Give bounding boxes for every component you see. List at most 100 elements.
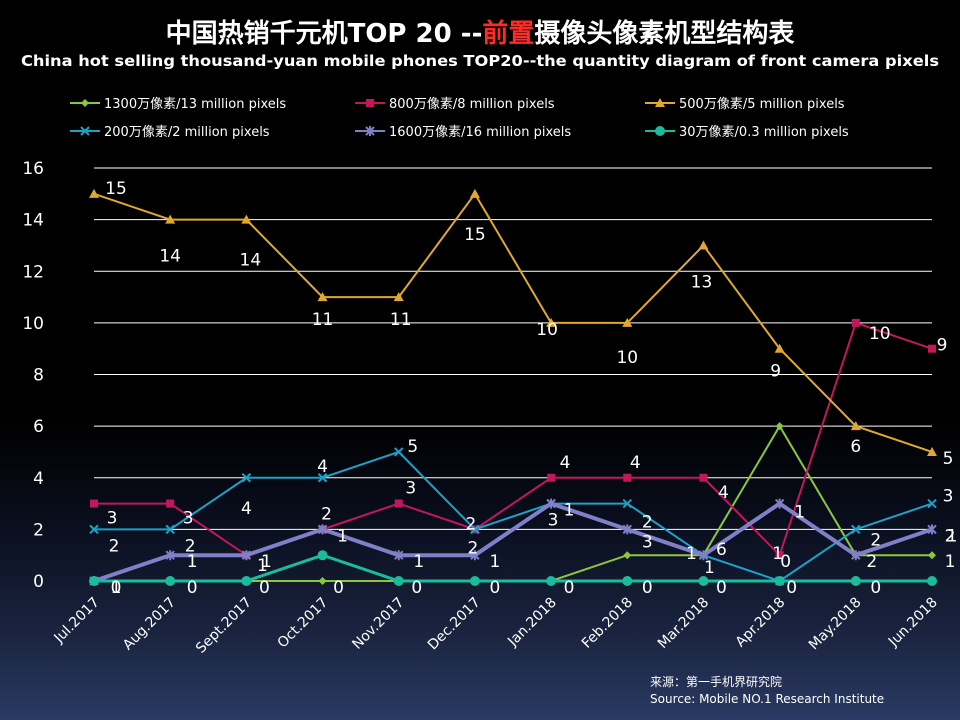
point-marker <box>241 214 252 224</box>
data-label: 6 <box>716 540 727 560</box>
point-marker <box>81 99 89 107</box>
data-label: 4 <box>241 499 252 519</box>
legend-label: 1300万像素/13 million pixels <box>104 97 286 112</box>
legend-label: 800万像素/8 million pixels <box>389 97 555 112</box>
point-marker <box>366 99 374 107</box>
point-marker <box>775 551 784 560</box>
point-marker <box>166 499 175 508</box>
legend-label: 30万像素/0.3 million pixels <box>679 125 849 140</box>
y-tick-label: 10 <box>22 314 44 334</box>
legend-item: 1300万像素/13 million pixels <box>70 97 286 112</box>
data-label: 1 <box>686 544 697 564</box>
point-marker <box>241 576 252 586</box>
data-label: 0 <box>642 578 653 598</box>
point-marker <box>393 576 404 586</box>
x-tick-label: Jan.2018 <box>504 595 560 651</box>
point-marker <box>622 498 632 509</box>
data-label: 13 <box>691 272 713 292</box>
point-marker <box>165 214 176 224</box>
point-marker <box>241 550 252 561</box>
data-label: 1 <box>947 526 958 546</box>
point-marker <box>546 317 557 327</box>
data-label: 2 <box>465 514 476 534</box>
point-marker <box>394 550 404 561</box>
data-label: 9 <box>937 336 948 356</box>
data-label: 1 <box>413 552 424 572</box>
point-marker <box>365 126 375 136</box>
title-zh-prefix: 中国热销千元机TOP 20 -- <box>166 19 483 49</box>
point-marker <box>623 551 632 560</box>
point-marker <box>851 524 861 535</box>
point-marker <box>394 447 404 457</box>
point-marker <box>622 576 633 586</box>
data-label: 2 <box>870 530 881 550</box>
data-label: 0 <box>259 578 270 598</box>
data-label: 0 <box>716 578 727 598</box>
legend-item: 800万像素/8 million pixels <box>355 97 555 112</box>
point-marker <box>850 421 861 431</box>
point-marker <box>698 240 709 250</box>
data-label: 1 <box>187 552 198 572</box>
data-label: 0 <box>489 578 500 598</box>
point-marker <box>699 473 708 482</box>
point-marker <box>927 576 937 586</box>
series-line <box>94 321 933 558</box>
point-marker <box>165 524 175 535</box>
point-marker <box>928 344 936 353</box>
series-2 <box>89 188 937 456</box>
source-en: Source: Mobile NO.1 Research Institute <box>650 692 884 706</box>
series-line <box>94 450 933 583</box>
data-label: 0 <box>411 578 422 598</box>
data-label: 10 <box>616 348 638 368</box>
data-label: 0 <box>786 578 797 598</box>
series-5 <box>89 550 937 586</box>
chart-title-en: China hot selling thousand-yuan mobile p… <box>21 52 939 70</box>
point-marker <box>623 473 632 482</box>
point-marker <box>547 473 556 482</box>
data-label: 1 <box>257 556 268 576</box>
data-label: 2 <box>467 538 478 558</box>
y-axis: 0 2 4 6 8 10 12 14 16 <box>22 159 44 592</box>
point-marker <box>928 551 936 560</box>
data-label: 15 <box>105 179 127 199</box>
point-marker <box>546 498 556 509</box>
data-label: 1 <box>945 552 956 572</box>
x-tick-label: Dec.2017 <box>425 595 484 654</box>
data-label: 11 <box>312 310 334 330</box>
legend-label: 1600万像素/16 million pixels <box>389 125 571 140</box>
data-label: 1 <box>704 558 715 578</box>
point-marker <box>165 550 175 561</box>
data-label: 10 <box>536 320 558 340</box>
point-marker <box>318 577 327 585</box>
point-marker <box>317 550 328 561</box>
point-marker <box>165 576 176 586</box>
x-tick-label: Aug.2017 <box>120 595 179 654</box>
data-label: 0 <box>111 578 122 598</box>
data-label: 4 <box>718 483 729 503</box>
point-marker <box>470 550 480 561</box>
data-label: 2 <box>321 504 332 524</box>
point-marker <box>317 292 328 302</box>
legend: 1300万像素/13 million pixels 800万像素/8 millio… <box>70 97 849 140</box>
point-marker <box>89 576 99 586</box>
data-label: 1 <box>337 526 348 546</box>
point-marker <box>775 422 784 431</box>
data-label: 10 <box>869 324 891 344</box>
data-label: 3 <box>183 509 194 529</box>
legend-label: 200万像素/2 million pixels <box>104 125 270 140</box>
point-marker <box>774 343 785 353</box>
data-label: 2 <box>109 536 120 556</box>
point-marker <box>850 576 861 586</box>
point-marker <box>927 524 937 535</box>
data-label: 1 <box>261 552 272 572</box>
point-marker <box>851 318 860 327</box>
legend-item: 500万像素/5 million pixels <box>645 97 845 112</box>
data-label: 9 <box>770 362 781 382</box>
title-zh-highlight: 前置 <box>482 18 534 49</box>
y-tick-label: 12 <box>22 262 44 282</box>
data-label: 3 <box>943 487 954 507</box>
source-zh: 来源：第一手机界研究院 <box>650 674 782 689</box>
point-marker <box>469 188 480 198</box>
